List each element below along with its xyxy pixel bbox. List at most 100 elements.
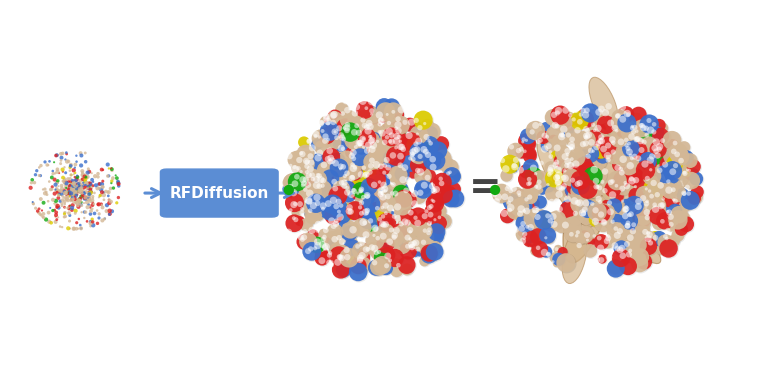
Point — [574, 180, 586, 186]
Point — [524, 234, 536, 240]
Point — [368, 260, 380, 266]
Point — [571, 127, 584, 133]
Point — [382, 130, 394, 136]
Point — [329, 230, 342, 236]
Point — [364, 169, 376, 175]
Point — [67, 188, 79, 194]
Point — [566, 223, 578, 228]
Point — [312, 243, 324, 249]
Point — [97, 167, 109, 173]
Point — [380, 219, 393, 225]
Point — [69, 165, 81, 171]
Point — [319, 190, 331, 196]
Point — [345, 229, 358, 235]
Point — [44, 158, 56, 164]
Point — [66, 188, 79, 194]
Point — [421, 236, 433, 242]
Point — [332, 193, 345, 199]
Point — [663, 188, 675, 194]
Point — [568, 231, 580, 237]
Point — [362, 217, 374, 223]
Point — [316, 249, 329, 255]
Point — [620, 137, 633, 143]
Point — [620, 200, 633, 206]
Point — [503, 163, 515, 169]
Point — [629, 154, 641, 160]
Point — [328, 112, 340, 117]
Point — [450, 196, 462, 202]
Point — [622, 112, 634, 117]
Point — [51, 152, 63, 158]
Point — [288, 202, 300, 208]
Point — [417, 239, 429, 245]
Point — [361, 128, 373, 134]
Point — [594, 133, 607, 139]
Point — [318, 231, 330, 237]
Point — [392, 172, 404, 178]
Point — [395, 221, 407, 227]
Point — [304, 208, 316, 214]
Point — [601, 141, 613, 147]
Point — [594, 160, 607, 165]
Point — [411, 159, 423, 165]
Point — [397, 128, 409, 134]
Point — [348, 186, 360, 192]
Point — [529, 227, 541, 232]
Point — [594, 205, 607, 211]
Point — [307, 216, 319, 221]
Point — [69, 196, 81, 202]
Point — [635, 138, 647, 143]
Point — [538, 217, 550, 223]
Point — [591, 132, 604, 138]
Point — [67, 180, 79, 186]
Point — [285, 238, 297, 244]
Point — [575, 177, 587, 183]
Point — [60, 194, 72, 199]
Point — [390, 235, 402, 241]
Point — [542, 143, 555, 149]
Point — [79, 178, 91, 184]
Point — [42, 162, 54, 168]
Point — [390, 138, 403, 144]
Point — [339, 212, 351, 217]
Point — [334, 117, 346, 123]
Point — [370, 176, 382, 182]
Point — [377, 205, 389, 210]
Point — [360, 192, 372, 198]
Point — [413, 153, 425, 158]
Point — [633, 256, 645, 262]
Point — [401, 243, 413, 249]
Point — [377, 182, 390, 188]
Point — [39, 190, 51, 196]
Point — [335, 170, 347, 176]
Point — [383, 138, 395, 144]
Point — [316, 120, 328, 126]
Point — [547, 137, 559, 143]
Point — [53, 205, 65, 211]
Point — [325, 209, 338, 215]
Point — [413, 156, 426, 161]
Point — [572, 160, 584, 165]
Point — [112, 179, 124, 184]
Point — [558, 183, 570, 189]
Point — [82, 174, 94, 180]
Point — [414, 153, 426, 159]
Point — [433, 220, 445, 225]
Point — [308, 233, 320, 239]
Point — [586, 240, 598, 246]
Point — [575, 236, 587, 242]
Point — [362, 161, 374, 167]
Point — [654, 208, 666, 213]
Point — [514, 211, 526, 217]
Point — [667, 168, 679, 174]
Point — [553, 184, 565, 190]
Point — [383, 173, 395, 179]
Point — [399, 219, 411, 225]
Point — [644, 188, 656, 194]
Point — [284, 207, 296, 213]
Point — [93, 211, 105, 217]
Point — [71, 201, 83, 206]
Point — [71, 189, 83, 195]
Point — [418, 185, 430, 191]
Point — [67, 182, 79, 187]
